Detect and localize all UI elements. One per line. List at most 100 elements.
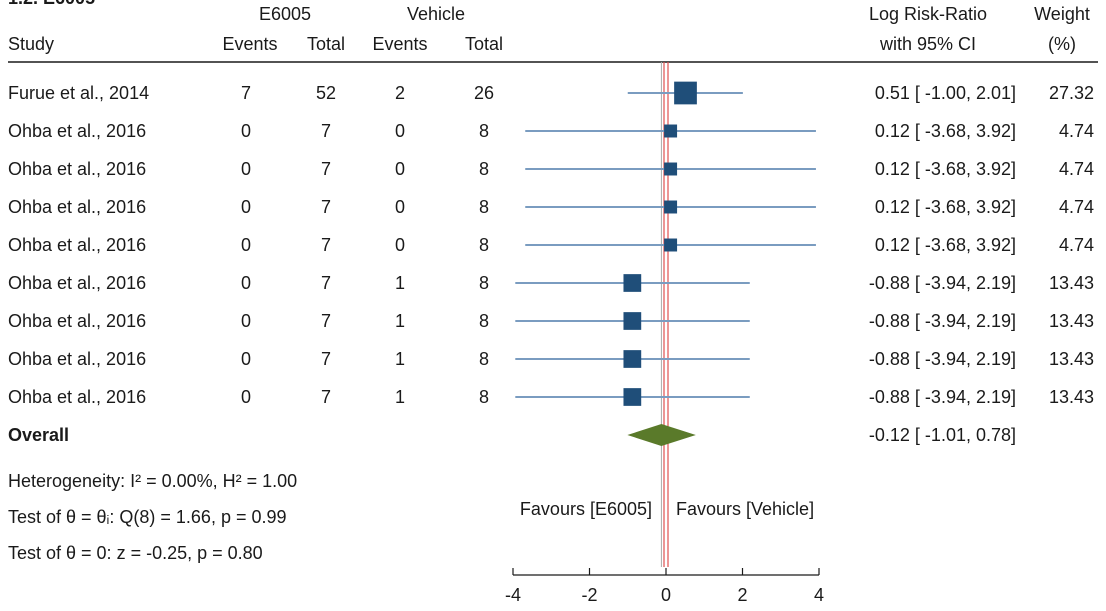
overall-diamond: [627, 424, 696, 446]
e6005-events-value: 0: [241, 121, 251, 141]
figure-label: 1.2. E6005: [8, 0, 95, 8]
header-e6005-total: Total: [307, 34, 345, 54]
point-estimate-marker: [674, 81, 697, 105]
effect-ci-value: 0.12 [ -3.68, 3.92]: [875, 235, 1016, 255]
vehicle-total-value: 8: [479, 159, 489, 179]
null-line-group: [660, 62, 669, 567]
study-name: Ohba et al., 2016: [8, 235, 146, 255]
heterogeneity-text: Heterogeneity: I² = 0.00%, H² = 1.00: [8, 471, 297, 491]
effect-ci-value: 0.12 [ -3.68, 3.92]: [875, 121, 1016, 141]
study-row: Ohba et al., 2016 0 7 1 8 -0.88 [ -3.94, 2.19…: [8, 311, 1094, 331]
vehicle-total-value: 8: [479, 235, 489, 255]
weight-value: 13.43: [1049, 349, 1094, 369]
study-row: Furue et al., 2014 7 52 2 26 0.51 [ -1.00, 2.…: [8, 81, 1094, 105]
point-estimate-marker: [664, 200, 678, 214]
overall-row: Overall -0.12 [ -1.01, 0.78]: [8, 424, 1016, 446]
study-name: Ohba et al., 2016: [8, 311, 146, 331]
overall-label: Overall: [8, 425, 69, 445]
vehicle-events-value: 1: [395, 387, 405, 407]
effect-ci-value: -0.88 [ -3.94, 2.19]: [869, 311, 1016, 331]
point-estimate-marker: [623, 350, 642, 368]
x-axis: -4 -2 0 2 4: [505, 568, 824, 605]
favours-left-label: Favours [E6005]: [520, 499, 652, 519]
point-estimate-marker: [664, 124, 678, 138]
study-name: Ohba et al., 2016: [8, 273, 146, 293]
vehicle-events-value: 0: [395, 197, 405, 217]
header-vehicle-total: Total: [465, 34, 503, 54]
header-weight-line1: Weight: [1034, 4, 1090, 24]
vehicle-events-value: 2: [395, 83, 405, 103]
study-name: Ohba et al., 2016: [8, 387, 146, 407]
vehicle-events-value: 1: [395, 349, 405, 369]
weight-value: 13.43: [1049, 387, 1094, 407]
vehicle-total-value: 8: [479, 387, 489, 407]
weight-value: 4.74: [1059, 235, 1094, 255]
x-tick-label: 2: [737, 585, 747, 605]
study-name: Ohba et al., 2016: [8, 197, 146, 217]
vehicle-total-value: 26: [474, 83, 494, 103]
weight-value: 13.43: [1049, 311, 1094, 331]
overall-ci-value: -0.12 [ -1.01, 0.78]: [869, 425, 1016, 445]
vehicle-events-value: 0: [395, 121, 405, 141]
e6005-events-value: 0: [241, 273, 251, 293]
e6005-events-value: 0: [241, 349, 251, 369]
e6005-total-value: 7: [321, 235, 331, 255]
point-estimate-marker: [664, 162, 678, 176]
study-row: Ohba et al., 2016 0 7 1 8 -0.88 [ -3.94, 2.19…: [8, 349, 1094, 369]
e6005-total-value: 7: [321, 349, 331, 369]
effect-ci-value: 0.12 [ -3.68, 3.92]: [875, 197, 1016, 217]
study-row: Ohba et al., 2016 0 7 1 8 -0.88 [ -3.94, 2.19…: [8, 387, 1094, 407]
header-vehicle-events: Events: [372, 34, 427, 54]
header-weight-line2: (%): [1048, 34, 1076, 54]
test-q-text: Test of θ = θᵢ: Q(8) = 1.66, p = 0.99: [8, 507, 287, 527]
study-name: Furue et al., 2014: [8, 83, 149, 103]
effect-ci-value: 0.12 [ -3.68, 3.92]: [875, 159, 1016, 179]
e6005-total-value: 7: [321, 387, 331, 407]
study-name: Ohba et al., 2016: [8, 121, 146, 141]
header-effect-line1: Log Risk-Ratio: [869, 4, 987, 24]
header-e6005-events: Events: [222, 34, 277, 54]
study-row: Ohba et al., 2016 0 7 0 8 0.12 [ -3.68, 3.92]…: [8, 121, 1094, 141]
weight-value: 4.74: [1059, 197, 1094, 217]
vehicle-total-value: 8: [479, 197, 489, 217]
header-effect-line2: with 95% CI: [879, 34, 976, 54]
weight-value: 4.74: [1059, 121, 1094, 141]
effect-ci-value: -0.88 [ -3.94, 2.19]: [869, 349, 1016, 369]
x-tick-label: -2: [581, 585, 597, 605]
study-row: Ohba et al., 2016 0 7 0 8 0.12 [ -3.68, 3.92]…: [8, 159, 1094, 179]
vehicle-events-value: 0: [395, 235, 405, 255]
e6005-events-value: 0: [241, 235, 251, 255]
test-z-text: Test of θ = 0: z = -0.25, p = 0.80: [8, 543, 263, 563]
e6005-events-value: 0: [241, 197, 251, 217]
e6005-total-value: 52: [316, 83, 336, 103]
vehicle-events-value: 0: [395, 159, 405, 179]
header-group-e6005: E6005: [259, 4, 311, 24]
header-group-vehicle: Vehicle: [407, 4, 465, 24]
weight-value: 13.43: [1049, 273, 1094, 293]
favours-right-label: Favours [Vehicle]: [676, 499, 814, 519]
vehicle-events-value: 1: [395, 311, 405, 331]
e6005-total-value: 7: [321, 273, 331, 293]
e6005-events-value: 7: [241, 83, 251, 103]
point-estimate-marker: [623, 312, 642, 330]
e6005-total-value: 7: [321, 197, 331, 217]
effect-ci-value: -0.88 [ -3.94, 2.19]: [869, 387, 1016, 407]
point-estimate-marker: [623, 274, 642, 292]
e6005-events-value: 0: [241, 159, 251, 179]
point-estimate-marker: [664, 238, 678, 252]
study-row: Ohba et al., 2016 0 7 0 8 0.12 [ -3.68, 3.92]…: [8, 197, 1094, 217]
e6005-total-value: 7: [321, 121, 331, 141]
weight-value: 27.32: [1049, 83, 1094, 103]
header-study: Study: [8, 34, 54, 54]
vehicle-total-value: 8: [479, 121, 489, 141]
x-tick-label: 4: [814, 585, 824, 605]
x-tick-label: 0: [661, 585, 671, 605]
e6005-events-value: 0: [241, 387, 251, 407]
e6005-total-value: 7: [321, 311, 331, 331]
study-row: Ohba et al., 2016 0 7 0 8 0.12 [ -3.68, 3.92]…: [8, 235, 1094, 255]
point-estimate-marker: [623, 388, 642, 406]
vehicle-total-value: 8: [479, 311, 489, 331]
effect-ci-value: -0.88 [ -3.94, 2.19]: [869, 273, 1016, 293]
